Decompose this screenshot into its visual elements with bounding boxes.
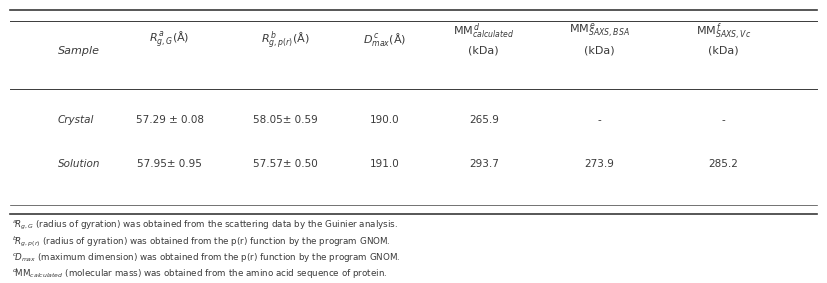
Text: 57.29 ± 0.08: 57.29 ± 0.08 <box>136 115 203 125</box>
Text: 57.95± 0.95: 57.95± 0.95 <box>137 159 202 169</box>
Text: $\mathrm{MM}_{calculated}^{\,d}$: $\mathrm{MM}_{calculated}^{\,d}$ <box>453 21 514 41</box>
Text: (kDa): (kDa) <box>708 46 739 56</box>
Text: $\mathrm{MM}_{SAXS,Vc}^{\,f}$: $\mathrm{MM}_{SAXS,Vc}^{\,f}$ <box>696 21 751 42</box>
Text: Crystal: Crystal <box>58 115 94 125</box>
Text: 265.9: 265.9 <box>469 115 499 125</box>
Text: (kDa): (kDa) <box>584 46 615 56</box>
Text: $\mathit{D}_{max}^{\,c}$(Å): $\mathit{D}_{max}^{\,c}$(Å) <box>363 31 406 48</box>
Text: 191.0: 191.0 <box>370 159 399 169</box>
Text: $^d\!\mathrm{MM}_{calculated}$ (molecular mass) was obtained from the amino acid: $^d\!\mathrm{MM}_{calculated}$ (molecula… <box>12 267 388 281</box>
Text: Solution: Solution <box>58 159 100 169</box>
Text: -: - <box>598 115 601 125</box>
Text: 285.2: 285.2 <box>709 159 739 169</box>
Text: 190.0: 190.0 <box>370 115 399 125</box>
Text: 293.7: 293.7 <box>469 159 499 169</box>
Text: $\mathit{R}_{g,G}^{\,a}$(Å): $\mathit{R}_{g,G}^{\,a}$(Å) <box>150 30 189 50</box>
Text: 57.57± 0.50: 57.57± 0.50 <box>253 159 318 169</box>
Text: (kDa): (kDa) <box>468 46 500 56</box>
Text: $\mathit{R}_{g,p(r)}^{\,b}$(Å): $\mathit{R}_{g,p(r)}^{\,b}$(Å) <box>261 29 309 51</box>
Text: $^c\!D_{max}$ (maximum dimension) was obtained from the p(r) function by the pro: $^c\!D_{max}$ (maximum dimension) was ob… <box>12 251 401 264</box>
Text: Sample: Sample <box>58 46 100 56</box>
Text: $\mathrm{MM}_{SAXS,BSA}^{\,e}$: $\mathrm{MM}_{SAXS,BSA}^{\,e}$ <box>569 22 630 40</box>
Text: $^b\!R_{g,p(r)}$ (radius of gyration) was obtained from the p(r) function by the: $^b\!R_{g,p(r)}$ (radius of gyration) wa… <box>12 234 391 249</box>
Text: 58.05± 0.59: 58.05± 0.59 <box>253 115 318 125</box>
Text: 273.9: 273.9 <box>585 159 614 169</box>
Text: $^a\!R_{g,G}$ (radius of gyration) was obtained from the scattering data by the : $^a\!R_{g,G}$ (radius of gyration) was o… <box>12 218 399 231</box>
Text: -: - <box>722 115 725 125</box>
